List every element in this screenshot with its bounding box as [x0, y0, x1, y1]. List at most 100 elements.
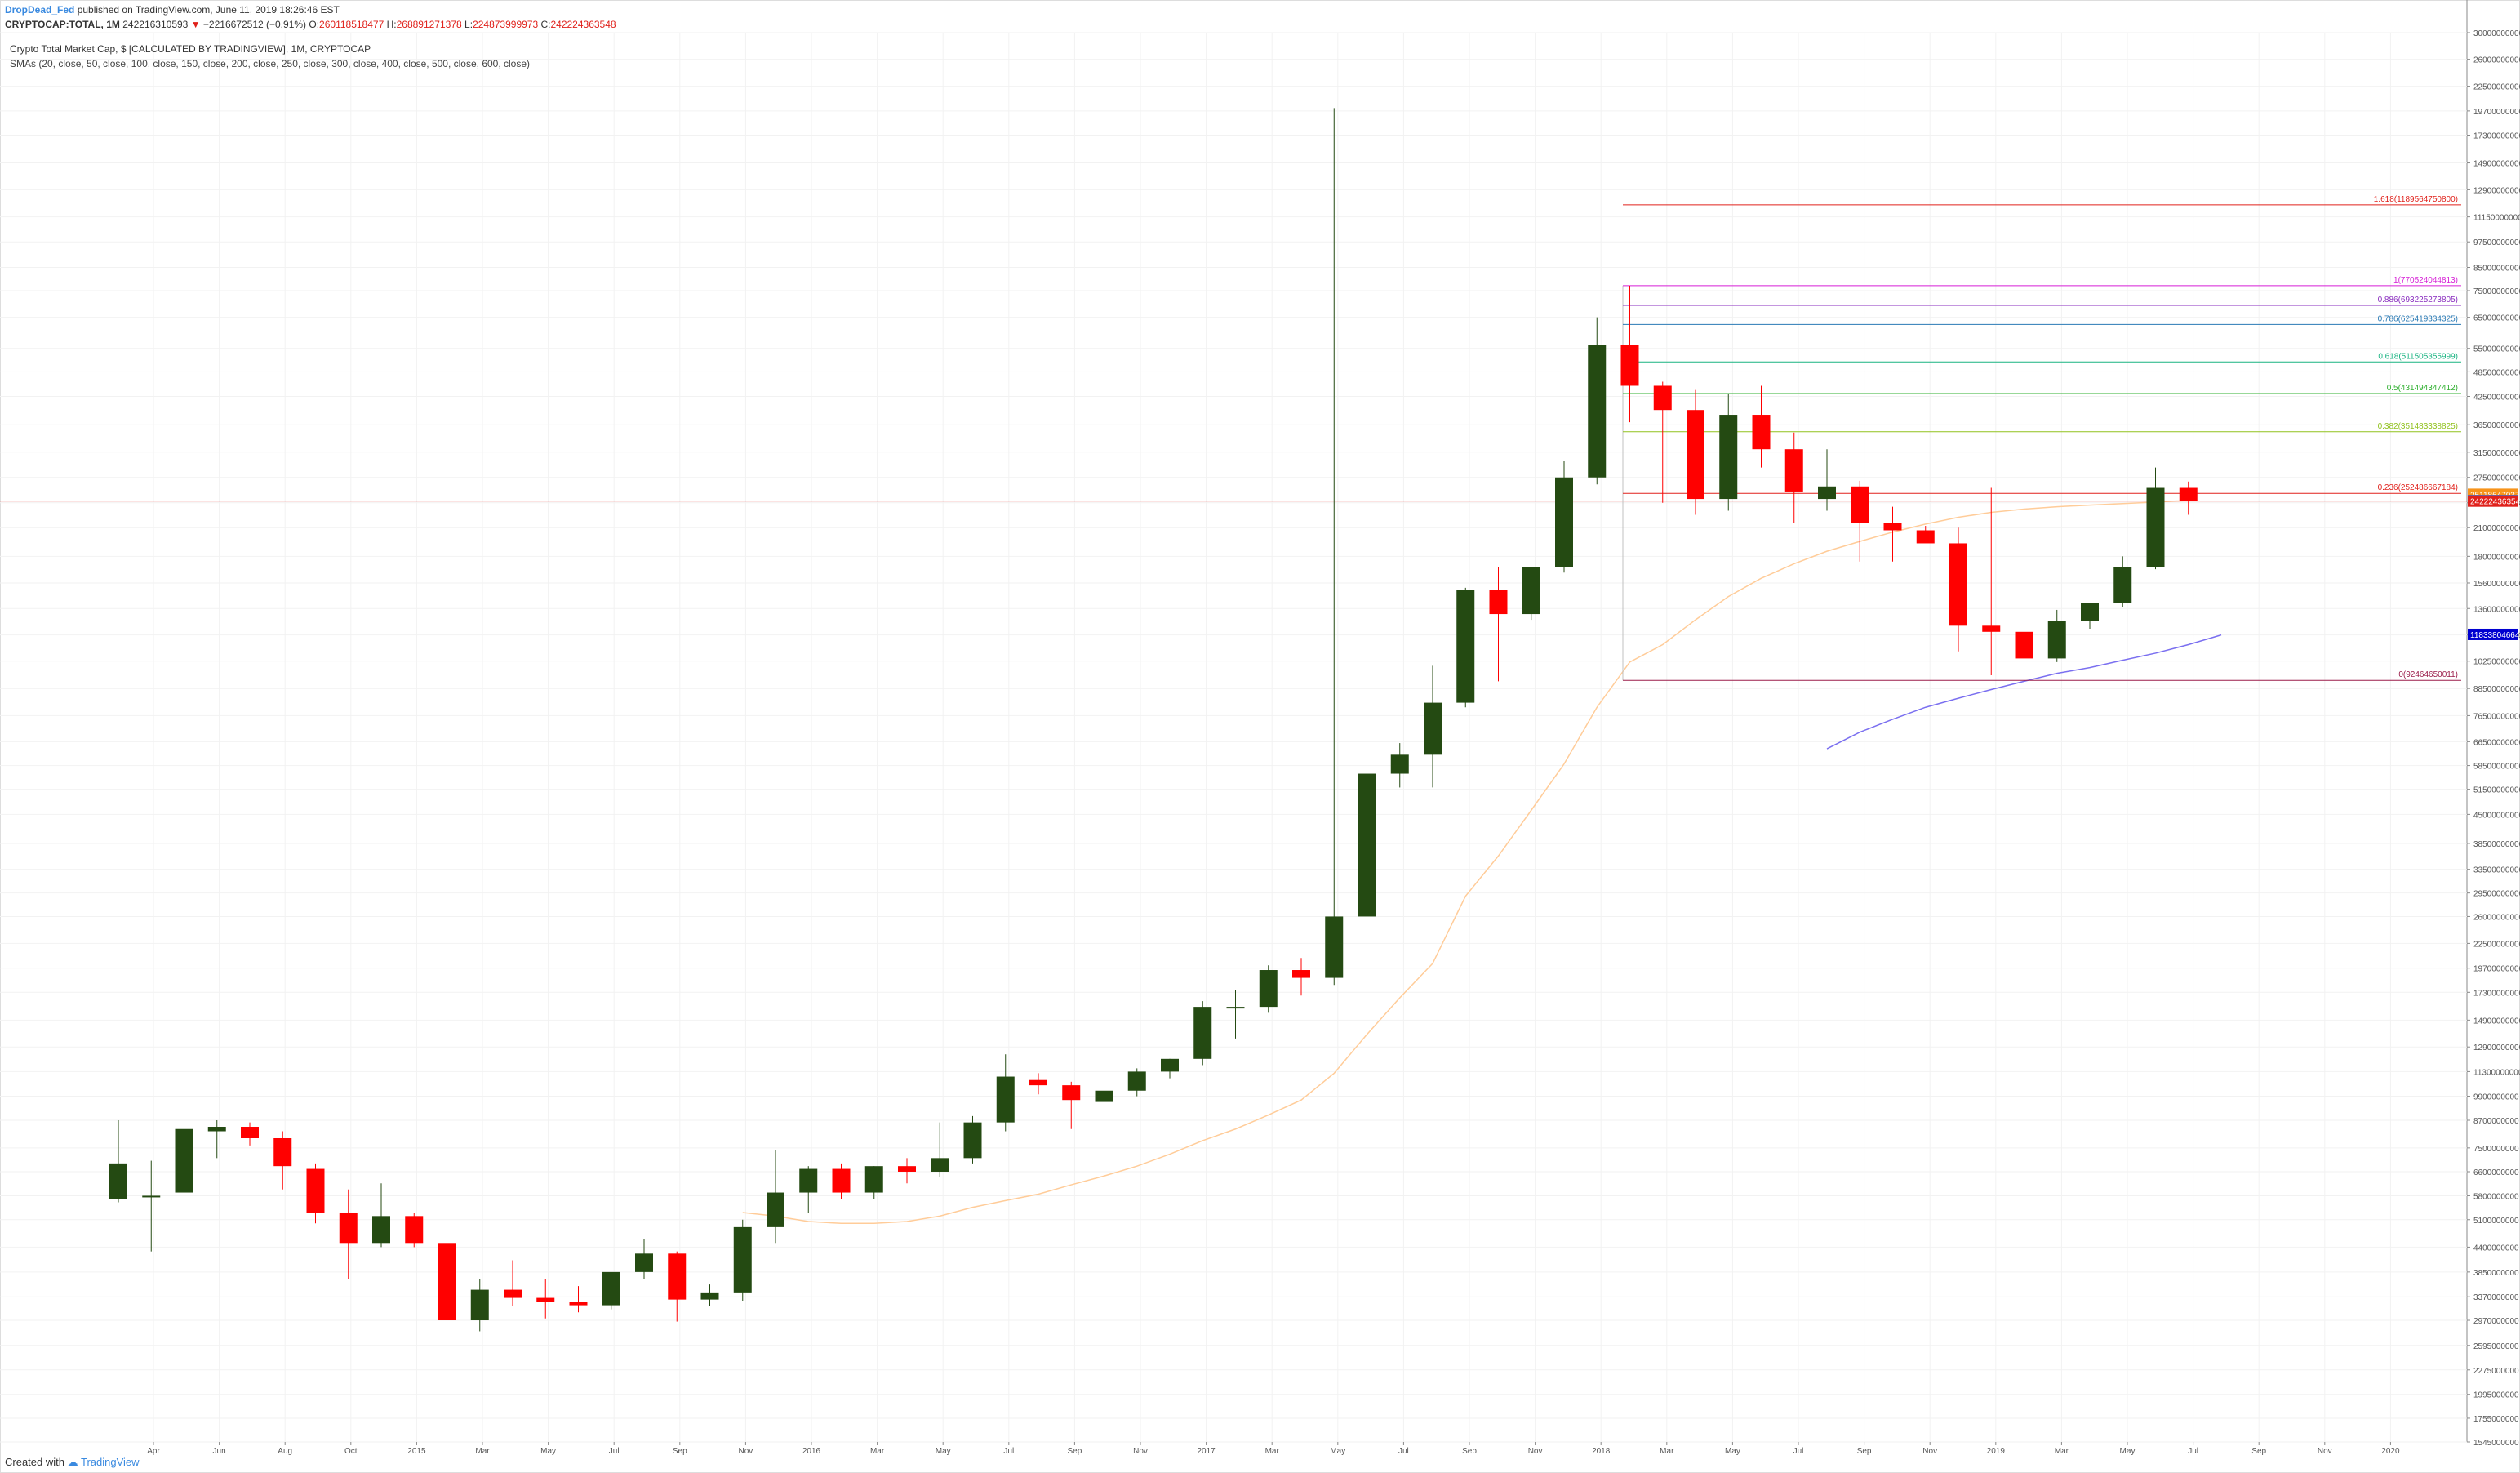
candle-body[interactable] [1358, 773, 1376, 917]
publish-info: published on TradingView.com, June 11, 2… [77, 4, 340, 16]
time-tick-label: Mar [870, 1447, 885, 1456]
candle-body[interactable] [405, 1216, 424, 1244]
candle-body[interactable] [733, 1226, 752, 1293]
candle-body[interactable] [1982, 625, 2001, 632]
time-tick-label: Nov [1528, 1447, 1543, 1456]
candle-body[interactable] [898, 1166, 916, 1172]
candle-body[interactable] [799, 1168, 818, 1193]
candle-body[interactable] [1390, 754, 1409, 774]
candle-body[interactable] [1588, 345, 1607, 478]
price-tick-label: 1755000000 [2473, 1415, 2519, 1424]
price-tick-label: 275000000000 [2473, 474, 2520, 483]
candle-body[interactable] [2047, 621, 2066, 659]
candle-body[interactable] [1424, 702, 1442, 755]
low-value: 224873999973 [473, 19, 539, 30]
candle-body[interactable] [175, 1128, 193, 1193]
candle-body[interactable] [1489, 590, 1508, 615]
price-tick-label: 1995000000 [2473, 1391, 2519, 1400]
fib-level-label: 0.236(252486667184) [2378, 483, 2458, 492]
candle-body[interactable] [2015, 631, 2033, 659]
price-change: −2216672512 (−0.91%) [202, 19, 307, 30]
price-axis[interactable]: 3000000000000 2600000000000 2250000000000 1… [2467, 29, 2520, 1448]
candle-body[interactable] [306, 1168, 325, 1213]
candle-body[interactable] [470, 1289, 489, 1321]
price-tick-label: 12900000000 [2473, 1044, 2520, 1052]
candle-body[interactable] [832, 1168, 851, 1193]
candle-body[interactable] [339, 1212, 358, 1244]
candle-body[interactable] [2146, 487, 2165, 567]
candle-body[interactable] [438, 1243, 456, 1321]
candle-body[interactable] [1883, 523, 1902, 531]
fibonacci-retracement[interactable]: 1.618(1189564750800) 1(770524044813) 0.886… [1622, 195, 2461, 681]
candle-body[interactable] [864, 1166, 883, 1193]
candle-body[interactable] [668, 1253, 687, 1300]
candle-body[interactable] [1325, 916, 1344, 978]
candle-body[interactable] [2179, 487, 2198, 501]
candle-body[interactable] [931, 1158, 949, 1172]
time-tick-label: 2018 [1592, 1447, 1611, 1456]
candle-body[interactable] [635, 1253, 653, 1272]
price-badge [2468, 495, 2518, 507]
price-tick-label: 6600000000 [2473, 1168, 2519, 1177]
candle-body[interactable] [504, 1289, 522, 1298]
candle-body[interactable] [1161, 1058, 1179, 1072]
candle-body[interactable] [1818, 486, 1836, 500]
candle-body[interactable] [142, 1195, 161, 1198]
candle-body[interactable] [1653, 385, 1672, 411]
candle-body[interactable] [1949, 543, 1967, 626]
candle-body[interactable] [1752, 415, 1771, 450]
price-tick-label: 4400000000 [2473, 1244, 2519, 1253]
candle-body[interactable] [1522, 567, 1540, 615]
candle-body[interactable] [372, 1216, 390, 1244]
candle-body[interactable] [536, 1297, 555, 1302]
candle-body[interactable] [1127, 1071, 1146, 1091]
candle-body[interactable] [1226, 1007, 1245, 1009]
price-tick-label: 1290000000000 [2473, 186, 2520, 195]
time-tick-label: Sep [1462, 1447, 1477, 1456]
sma-legend[interactable]: SMAs (20, close, 50, close, 100, close, … [10, 58, 531, 69]
price-tick-label: 1115000000000 [2473, 214, 2520, 223]
candle-body[interactable] [996, 1076, 1015, 1123]
candlestick-series[interactable] [109, 108, 2198, 1375]
time-tick-label: 2019 [1987, 1447, 2006, 1456]
candle-body[interactable] [207, 1127, 226, 1132]
candle-body[interactable] [1029, 1079, 1047, 1086]
candle-body[interactable] [1784, 449, 1803, 492]
candle-body[interactable] [1259, 970, 1278, 1008]
candle-body[interactable] [1620, 345, 1639, 386]
candle-body[interactable] [963, 1122, 982, 1159]
time-tick-label: Mar [475, 1447, 490, 1456]
fib-level-label: 0.382(351483338825) [2378, 422, 2458, 431]
candle-body[interactable] [1916, 530, 1935, 544]
time-tick-label: Jul [609, 1447, 620, 1456]
candle-body[interactable] [1851, 486, 1869, 523]
candle-body[interactable] [1095, 1090, 1113, 1102]
tradingview-brand[interactable]: TradingView [81, 1456, 140, 1468]
candle-body[interactable] [2113, 567, 2132, 603]
candle-body[interactable] [1062, 1085, 1081, 1101]
candle-body[interactable] [767, 1192, 784, 1227]
candle-body[interactable] [602, 1271, 620, 1306]
candle-body[interactable] [241, 1127, 259, 1138]
candle-body[interactable] [1687, 410, 1704, 500]
candle-body[interactable] [2081, 603, 2099, 621]
candle-body[interactable] [109, 1163, 127, 1199]
time-tick-label: Aug [278, 1447, 292, 1456]
time-axis[interactable]: Apr Jun Aug Oct 2015 Mar May Jul Sep Nov 2016 Mar Ma… [147, 1442, 2400, 1456]
price-tick-label: 2970000000 [2473, 1317, 2519, 1326]
candle-body[interactable] [1555, 477, 1573, 567]
candle-body[interactable] [700, 1292, 719, 1300]
time-tick-label: Nov [739, 1447, 753, 1456]
price-tick-label: 5100000000 [2473, 1217, 2519, 1226]
author-link[interactable]: DropDead_Fed [5, 4, 75, 16]
candle-body[interactable] [1456, 590, 1475, 703]
candle-body[interactable] [1193, 1007, 1212, 1059]
candle-body[interactable] [273, 1137, 292, 1167]
candle-body[interactable] [569, 1302, 588, 1306]
publish-header: DropDead_Fed published on TradingView.co… [5, 3, 340, 16]
candle-body[interactable] [1292, 970, 1310, 978]
tradingview-logo-icon[interactable]: ☁ [67, 1456, 78, 1468]
candle-body[interactable] [1719, 415, 1738, 500]
